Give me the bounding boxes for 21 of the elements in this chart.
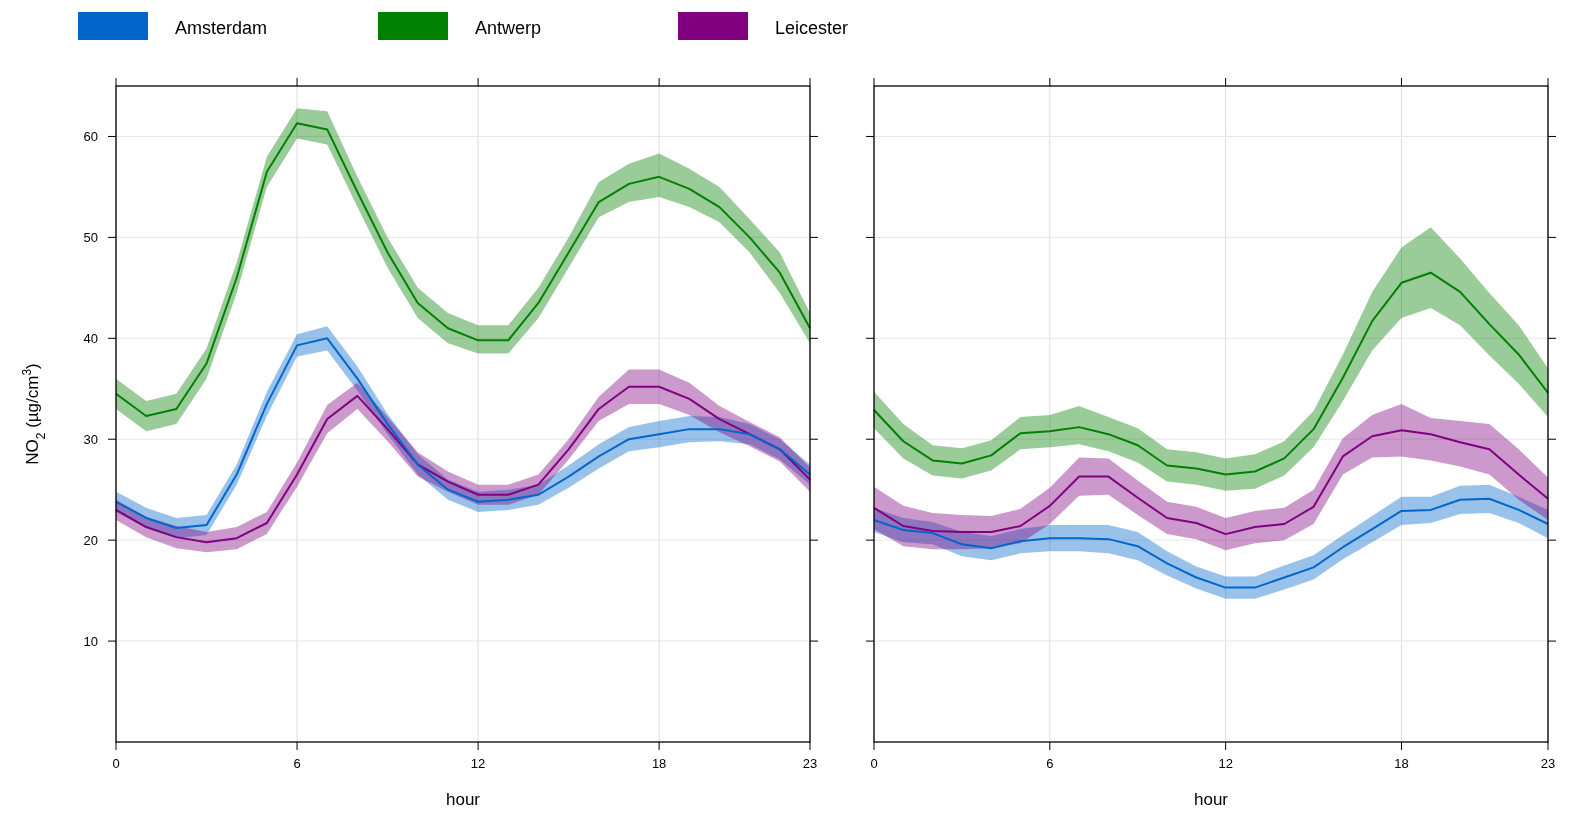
legend-label: Antwerp <box>475 18 542 38</box>
x-tick-label: 23 <box>802 756 818 771</box>
y-tick-label: 30 <box>83 432 98 448</box>
x-tick-label: 23 <box>1540 756 1556 771</box>
y-tick-label: 20 <box>83 533 98 549</box>
x-tick-label: 12 <box>1218 756 1233 771</box>
y-tick-label: 40 <box>83 331 98 347</box>
y-tick-label: 50 <box>83 230 98 246</box>
y-tick-label: 60 <box>83 129 98 145</box>
legend-label: Amsterdam <box>175 18 268 38</box>
x-tick-label: 18 <box>651 756 667 771</box>
y-tick-label: 10 <box>83 634 98 650</box>
x-tick-label: 18 <box>1394 756 1409 771</box>
legend-label: Leicester <box>775 18 849 38</box>
x-tick-label: 0 <box>112 756 120 771</box>
x-tick-label: 0 <box>870 756 878 771</box>
x-axis-title: hour <box>1193 790 1229 809</box>
x-tick-label: 6 <box>293 756 301 771</box>
x-tick-label: 6 <box>1046 756 1054 771</box>
x-axis-title: hour <box>445 790 481 809</box>
x-tick-label: 12 <box>470 756 486 771</box>
